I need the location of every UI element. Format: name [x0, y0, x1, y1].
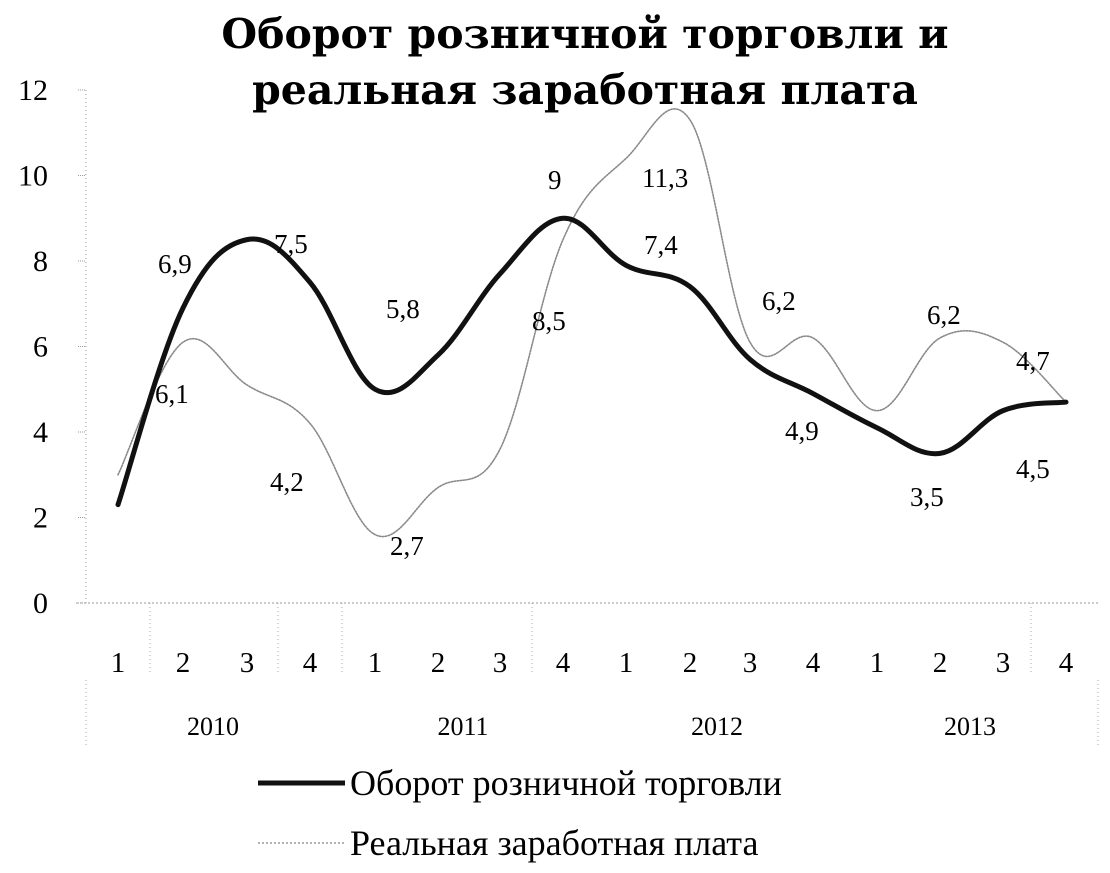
year-label: 2013 [944, 712, 996, 741]
data-label: 6,9 [158, 249, 192, 279]
legend: Оборот розничной торговли Реальная зараб… [258, 763, 782, 863]
series-line-real-wages [117, 108, 1067, 538]
series-line-retail-turnover [115, 215, 1069, 508]
data-label: 6,2 [762, 286, 796, 316]
year-label: 2012 [691, 712, 743, 741]
year-label: 2011 [437, 712, 488, 741]
legend-label-wages: Реальная заработная плата [350, 823, 758, 863]
data-label: 7,4 [644, 230, 678, 260]
data-label: 4,7 [1016, 346, 1050, 376]
y-tick-label: 2 [33, 502, 48, 535]
y-tick-label: 6 [33, 331, 48, 364]
quarter-tick-label: 1 [619, 647, 634, 679]
y-tick-label: 0 [33, 587, 48, 620]
data-labels: 6,9 7,5 6,1 4,2 5,8 2,7 9 8,5 11,3 7,4 6,2 4,9 6,2 3,… [155, 163, 1050, 561]
y-tick-label: 10 [18, 160, 48, 193]
data-label: 4,2 [270, 467, 304, 497]
year-label: 2010 [187, 712, 239, 741]
chart-title-line-2: реальная заработная плата [252, 66, 918, 114]
quarter-tick-label: 4 [1059, 647, 1074, 679]
quarter-tick-label: 2 [176, 647, 191, 679]
quarter-tick-label: 1 [870, 647, 885, 679]
data-label: 9 [548, 165, 562, 195]
y-tick-label: 4 [33, 416, 48, 449]
legend-label-retail: Оборот розничной торговли [350, 763, 782, 803]
data-label: 6,1 [155, 379, 189, 409]
y-tick-label: 8 [33, 245, 48, 278]
quarter-tick-label: 4 [806, 647, 821, 679]
data-label: 8,5 [532, 306, 566, 336]
chart-title-line-1: Оборот розничной торговли и [221, 10, 949, 58]
data-label: 3,5 [910, 482, 944, 512]
quarter-tick-label: 3 [996, 647, 1011, 679]
quarter-tick-label: 2 [933, 647, 948, 679]
quarter-tick-label: 3 [493, 647, 508, 679]
data-label: 4,9 [785, 416, 819, 446]
quarter-tick-label: 2 [683, 647, 698, 679]
series-lines [115, 108, 1069, 538]
y-axis-ticks: 0 2 4 6 8 10 12 [18, 74, 86, 620]
quarter-tick-label: 3 [743, 647, 758, 679]
quarter-tick-label: 1 [368, 647, 383, 679]
axes [76, 90, 1098, 604]
data-label: 11,3 [642, 163, 688, 193]
quarter-tick-label: 3 [240, 647, 255, 679]
quarter-tick-label: 4 [303, 647, 318, 679]
quarter-tick-label: 1 [111, 647, 126, 679]
data-label: 4,5 [1016, 454, 1050, 484]
chart-title: Оборот розничной торговли и реальная зар… [0, 6, 1110, 118]
data-label: 2,7 [390, 531, 424, 561]
data-label: 7,5 [274, 229, 308, 259]
data-label: 6,2 [927, 300, 961, 330]
quarter-tick-label: 4 [556, 647, 571, 679]
data-label: 5,8 [386, 294, 420, 324]
x-axis-ticks: 1 2 3 4 1 2 3 4 1 2 3 4 1 2 3 4 2010 2011 2012 2013 [85, 603, 1099, 745]
quarter-tick-label: 2 [431, 647, 446, 679]
y-tick-label: 12 [18, 74, 48, 107]
